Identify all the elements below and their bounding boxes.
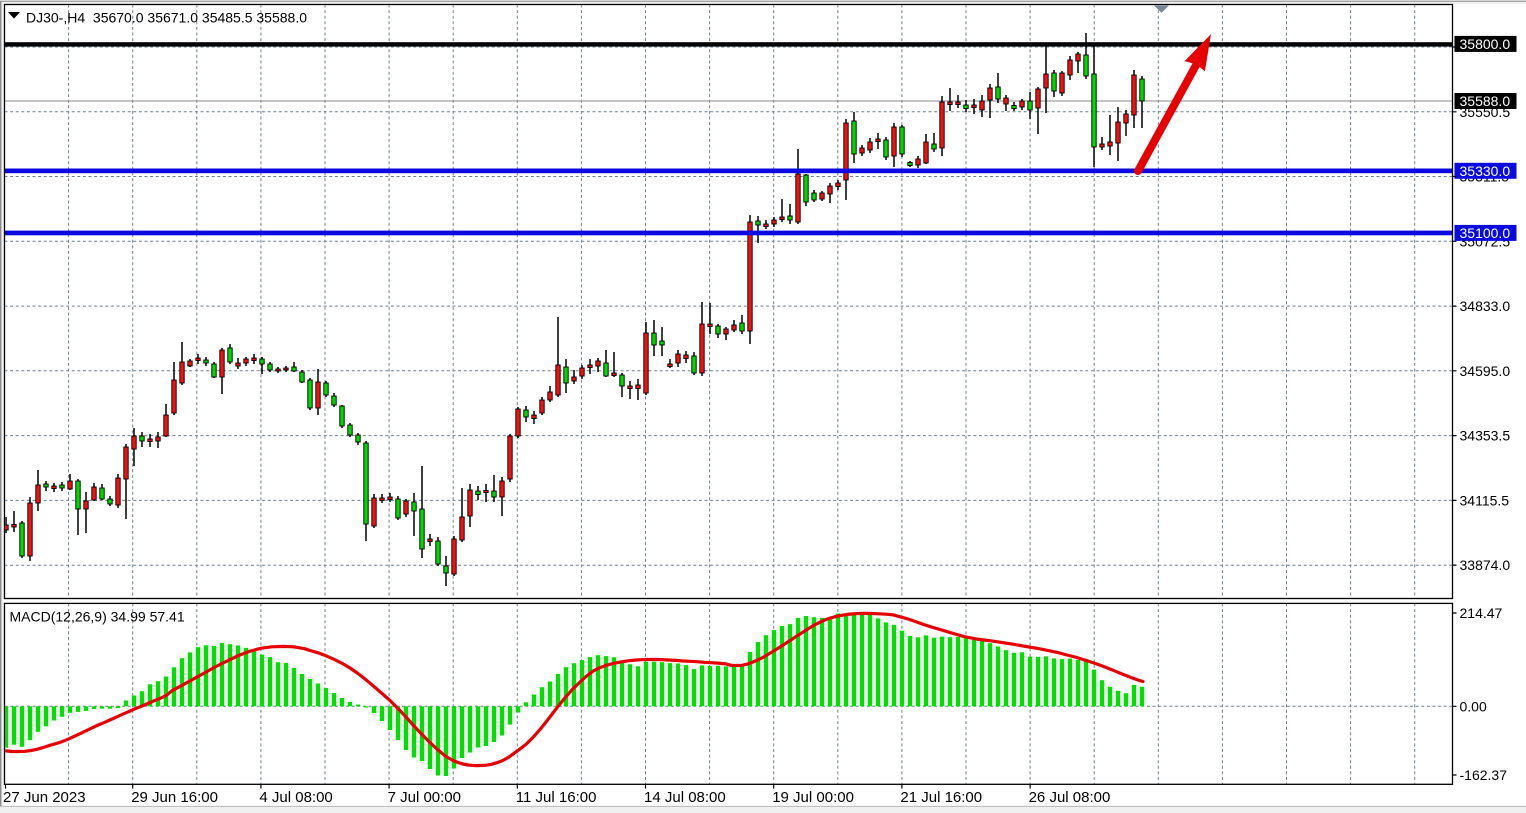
svg-text:214.47: 214.47: [1460, 605, 1503, 621]
svg-text:34353.5: 34353.5: [1460, 428, 1511, 444]
svg-text:34833.0: 34833.0: [1460, 298, 1511, 314]
svg-text:MACD(12,26,9) 34.99 57.41: MACD(12,26,9) 34.99 57.41: [10, 609, 185, 625]
svg-text:27 Jun 2023: 27 Jun 2023: [3, 789, 86, 806]
svg-text:4 Jul 08:00: 4 Jul 08:00: [259, 789, 332, 806]
svg-text:7 Jul 00:00: 7 Jul 00:00: [388, 789, 461, 806]
svg-text:14 Jul 08:00: 14 Jul 08:00: [644, 789, 726, 806]
svg-text:35800.0: 35800.0: [1460, 36, 1511, 52]
svg-text:35588.0: 35588.0: [1460, 93, 1511, 109]
svg-text:DJ30-,H4 35670.0 35671.0 3548: DJ30-,H4 35670.0 35671.0 35485.5 35588.0: [26, 10, 307, 26]
svg-text:-162.37: -162.37: [1460, 767, 1508, 783]
svg-text:35100.0: 35100.0: [1460, 225, 1511, 241]
svg-text:19 Jul 00:00: 19 Jul 00:00: [772, 789, 854, 806]
svg-text:29 Jun 16:00: 29 Jun 16:00: [131, 789, 218, 806]
svg-text:35330.0: 35330.0: [1460, 163, 1511, 179]
svg-text:26 Jul 08:00: 26 Jul 08:00: [1029, 789, 1111, 806]
svg-text:21 Jul 16:00: 21 Jul 16:00: [900, 789, 982, 806]
svg-text:0.00: 0.00: [1460, 698, 1487, 714]
svg-text:11 Jul 16:00: 11 Jul 16:00: [516, 789, 597, 806]
svg-text:34115.5: 34115.5: [1460, 492, 1510, 508]
svg-text:33874.0: 33874.0: [1460, 557, 1511, 573]
svg-text:34595.0: 34595.0: [1460, 363, 1511, 379]
